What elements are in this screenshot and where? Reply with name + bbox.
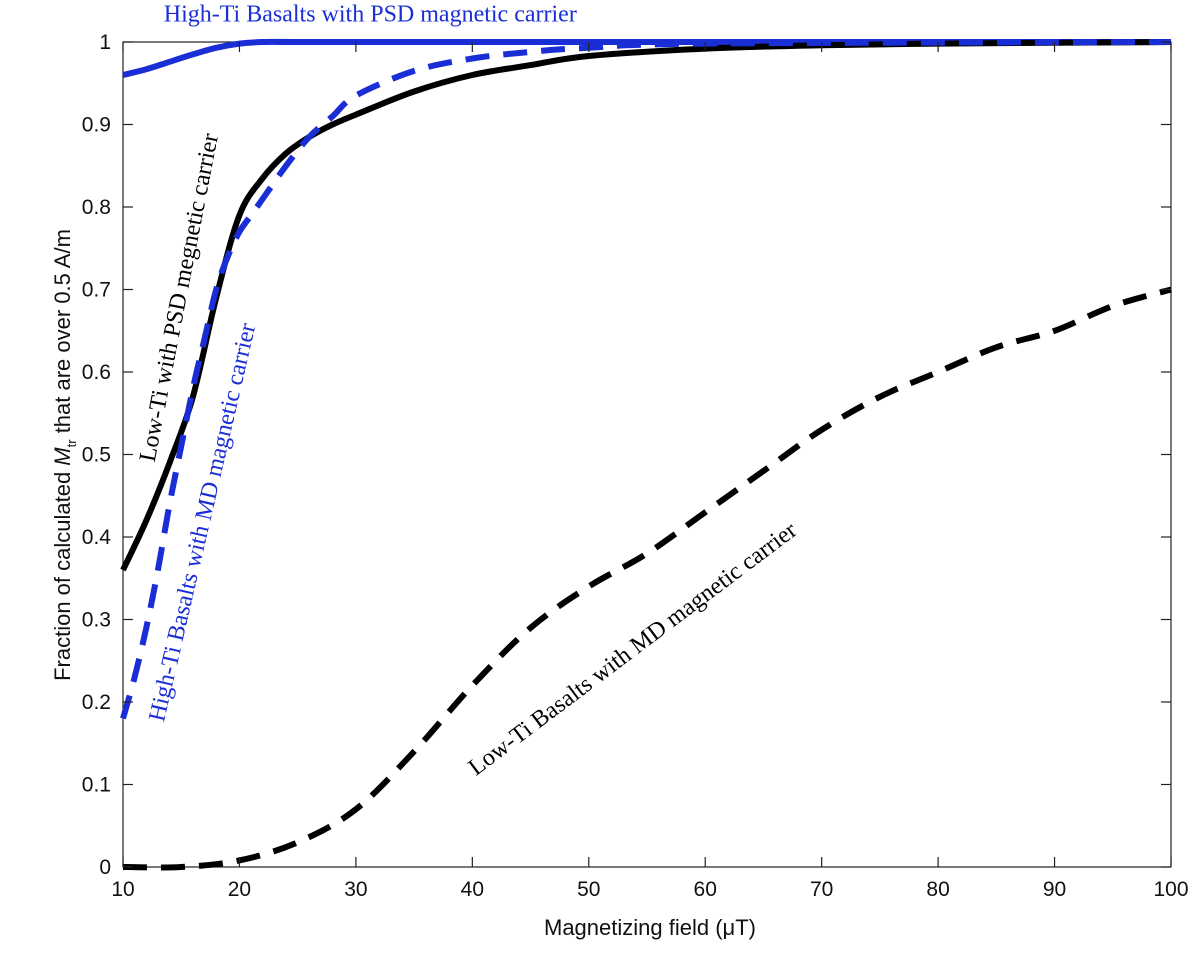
x-tick-label: 70 xyxy=(810,878,833,901)
x-tick-label: 50 xyxy=(577,878,600,901)
annotation-label: Low-Ti Basalts with MD magnetic carrier xyxy=(464,517,802,781)
x-tick-label: 100 xyxy=(1153,878,1188,901)
series-line-low-ti-with-psd-megnetic-carrier xyxy=(120,39,1172,572)
y-axis-label-prefix: Fraction of calculated xyxy=(50,466,75,681)
series-line-low-ti-basalts-with-md-magnetic-carrier xyxy=(122,286,1172,871)
y-tick-label: 0.9 xyxy=(82,114,111,137)
series-line-high-ti-basalts-with-psd-magnetic-carrier xyxy=(122,38,1171,78)
y-tick-label: 1 xyxy=(99,31,111,54)
y-tick-label: 0.2 xyxy=(82,691,111,714)
series-line-high-ti-basalts-with-md-magnetic-carrier xyxy=(120,39,1172,720)
x-tick-label: 10 xyxy=(111,878,134,901)
y-tick-label: 0.8 xyxy=(82,196,111,219)
y-axis-label-subscript: tr xyxy=(64,439,79,448)
y-axis-label-suffix: that are over 0.5 A/m xyxy=(50,229,75,439)
x-tick-label: 20 xyxy=(228,878,251,901)
annotations-layer: High-Ti Basalts with PSD magnetic carrie… xyxy=(135,1,802,781)
annotation-label: Low-Ti with PSD megnetic carrier xyxy=(135,131,224,464)
x-axis-label: Magnetizing field (μT) xyxy=(544,915,756,940)
y-tick-label: 0.3 xyxy=(82,609,111,632)
plot-border xyxy=(122,41,1172,868)
y-tick-label: 0 xyxy=(99,856,111,879)
y-tick-label: 0.5 xyxy=(82,444,111,467)
x-axis-label-prefix: Magnetizing field ( xyxy=(544,915,723,940)
x-axis-label-suffix: ) xyxy=(749,915,756,940)
ticks-layer: 10 20 30 40 50 60 70 80 90 100 0 0.1 0.2 0.3 0.4 0.5 0.6… xyxy=(82,31,1189,901)
y-tick-label: 0.1 xyxy=(82,774,111,797)
x-tick-label: 90 xyxy=(1043,878,1066,901)
x-tick-label: 80 xyxy=(926,878,949,901)
x-tick-label: 30 xyxy=(344,878,367,901)
x-axis-label-unit: μT xyxy=(723,915,749,940)
y-tick-label: 0.4 xyxy=(82,526,112,549)
y-tick-label: 0.7 xyxy=(82,279,111,302)
annotation-label: High-Ti Basalts with PSD magnetic carrie… xyxy=(164,1,577,27)
y-axis-label: Fraction of calculated Mtr that are over… xyxy=(50,229,79,681)
y-axis-label-symbol: M xyxy=(50,447,75,466)
plot-frame xyxy=(122,41,1172,868)
y-tick-label: 0.6 xyxy=(82,361,111,384)
series-layer xyxy=(120,38,1172,871)
x-tick-label: 40 xyxy=(461,878,484,901)
x-tick-label: 60 xyxy=(694,878,717,901)
